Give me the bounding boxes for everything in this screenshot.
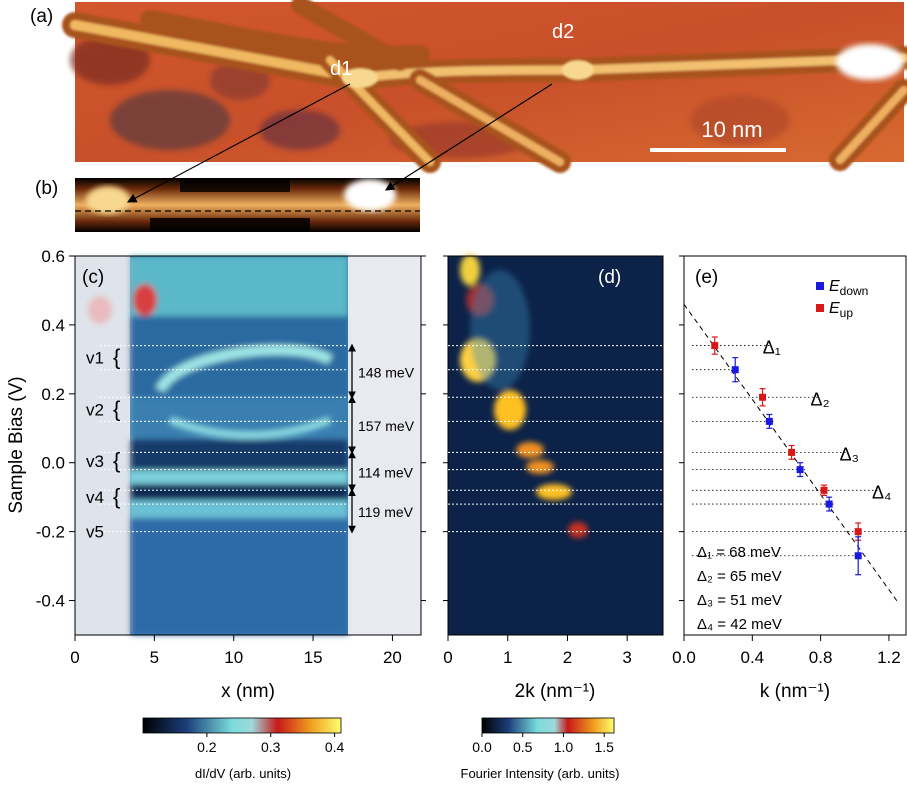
band-label-v1: v1 bbox=[86, 349, 104, 368]
colorbar-label-c: dI/dV (arb. units) bbox=[195, 766, 291, 781]
x-tick-label-c: 15 bbox=[304, 648, 323, 667]
data-point-E_down bbox=[825, 500, 833, 508]
colorbar-tick-label-c: 0.2 bbox=[197, 739, 217, 755]
delta-label-3: Δ₃ bbox=[840, 444, 859, 464]
y-tick-label-c: 0.0 bbox=[41, 454, 65, 473]
band-brace: { bbox=[113, 345, 120, 370]
data-point-E_up bbox=[854, 528, 862, 536]
data-point-E_down bbox=[765, 417, 773, 425]
defect-d1-label: d1 bbox=[330, 58, 352, 80]
gap-value-label: 157 meV bbox=[358, 418, 415, 434]
x-tick-label-e: 1.2 bbox=[877, 648, 901, 667]
colorbar-tick-label-c: 0.3 bbox=[261, 739, 281, 755]
gap-arrows: 148 meV 157 meV 114 meV 119 meV bbox=[348, 343, 415, 534]
panel-label-b: (b) bbox=[35, 178, 58, 199]
data-point-E_down bbox=[854, 552, 862, 560]
x-tick-label-d: 3 bbox=[622, 648, 631, 667]
dispersion-plot: Δ₁ Δ₂ Δ₃ Δ₄ bbox=[683, 303, 907, 605]
axes-panel-e: 0.0 0.4 0.8 1.2 bbox=[672, 255, 901, 667]
band-label-v5: v5 bbox=[86, 523, 104, 542]
colorbar-c: 0.2 0.3 0.4 dI/dV (arb. units) bbox=[142, 717, 345, 781]
gap-value-label: 114 meV bbox=[358, 464, 414, 480]
data-point-E_up bbox=[759, 393, 767, 401]
band-brace: { bbox=[113, 484, 120, 509]
x-tick-label-c: 10 bbox=[224, 648, 243, 667]
band-label-v3: v3 bbox=[86, 452, 104, 471]
data-point-E_down bbox=[731, 366, 739, 374]
y-tick-label-c: -0.4 bbox=[36, 592, 65, 611]
band-labels: v1 { v2 { v3 { v4 { v5 bbox=[86, 345, 120, 542]
panel-label-a: (a) bbox=[30, 6, 53, 27]
x-axis-label-d: 2k (nm⁻¹) bbox=[515, 681, 596, 702]
stm-image-panel-a: d1 d2 10 nm bbox=[62, 0, 907, 173]
annotation-4: Δ₄ = 42 meV bbox=[697, 616, 782, 633]
band-brace: { bbox=[113, 448, 120, 473]
x-tick-label-e: 0.0 bbox=[672, 648, 696, 667]
annotation-3: Δ₃ = 51 meV bbox=[697, 592, 782, 609]
y-tick-label-c: 0.2 bbox=[41, 385, 65, 404]
gap-annotations: Δ₁ = 68 meV Δ₂ = 65 meV Δ₃ = 51 meV Δ₄ =… bbox=[697, 544, 782, 633]
colorbar-tick-label-d: 1.5 bbox=[594, 739, 614, 755]
y-tick-label-c: 0.6 bbox=[41, 247, 65, 266]
data-point-E_up bbox=[711, 342, 719, 350]
colorbar-label-d: Fourier Intensity (arb. units) bbox=[461, 766, 620, 781]
y-axis-label-c: Sample Bias (V) bbox=[6, 376, 27, 513]
data-point-E_up bbox=[788, 448, 796, 456]
y-tick-label-c: -0.2 bbox=[36, 523, 65, 542]
axes-panel-c: 0 5 10 15 20 0.6 0.4 0.2 0.0 -0.2 -0.4 bbox=[36, 247, 426, 667]
panel-label-c: (c) bbox=[82, 267, 104, 288]
colorbar-tick-label-d: 1.0 bbox=[554, 739, 574, 755]
y-tick-label-c: 0.4 bbox=[41, 316, 65, 335]
band-label-v2: v2 bbox=[86, 400, 104, 419]
line-strip-panel-b bbox=[75, 178, 420, 232]
colorbar-tick-label-c: 0.4 bbox=[325, 739, 345, 755]
scale-bar-label: 10 nm bbox=[701, 117, 762, 142]
x-tick-label-c: 5 bbox=[150, 648, 159, 667]
gap-value-label: 119 meV bbox=[358, 504, 414, 520]
band-level-lines-c bbox=[100, 345, 346, 533]
annotation-2: Δ₂ = 65 meV bbox=[697, 568, 782, 585]
x-tick-label-c: 0 bbox=[70, 648, 79, 667]
gap-value-label: 148 meV bbox=[358, 364, 415, 380]
defect-d2-label: d2 bbox=[552, 21, 574, 43]
band-brace: { bbox=[113, 396, 120, 421]
legend-swatch-up bbox=[816, 304, 824, 312]
data-point-E_up bbox=[820, 486, 828, 494]
band-label-v4: v4 bbox=[86, 488, 104, 507]
x-tick-label-d: 1 bbox=[503, 648, 512, 667]
x-axis-label-c: x (nm) bbox=[221, 681, 275, 702]
d1-pointer-arrow bbox=[126, 83, 351, 203]
x-tick-label-e: 0.8 bbox=[809, 648, 833, 667]
legend-swatch-down bbox=[816, 282, 824, 290]
x-tick-label-e: 0.4 bbox=[740, 648, 764, 667]
colorbar-tick-label-d: 0.5 bbox=[513, 739, 533, 755]
panel-label-e: (e) bbox=[695, 267, 718, 288]
delta-label-2: Δ₂ bbox=[811, 389, 830, 409]
delta-label-4: Δ₄ bbox=[872, 482, 891, 502]
x-tick-label-d: 0 bbox=[443, 648, 452, 667]
x-tick-label-d: 2 bbox=[563, 648, 572, 667]
axes-panel-d: 0 1 2 3 bbox=[443, 255, 632, 667]
x-axis-label-e: k (nm⁻¹) bbox=[760, 681, 830, 702]
data-point-E_down bbox=[796, 466, 804, 474]
panel-label-d: (d) bbox=[598, 267, 621, 288]
delta-label-1: Δ₁ bbox=[763, 338, 781, 358]
annotation-1: Δ₁ = 68 meV bbox=[697, 544, 781, 561]
x-tick-label-c: 20 bbox=[383, 648, 402, 667]
didv-map-panel-c bbox=[74, 255, 422, 636]
d2-pointer-arrow bbox=[384, 83, 553, 191]
colorbar-tick-label-d: 0.0 bbox=[472, 739, 492, 755]
colorbar-d: 0.0 0.5 1.0 1.5 Fourier Intensity (arb. uni… bbox=[461, 717, 620, 781]
fourier-map-panel-d bbox=[447, 254, 664, 636]
dispersion-panel-e bbox=[683, 255, 907, 636]
